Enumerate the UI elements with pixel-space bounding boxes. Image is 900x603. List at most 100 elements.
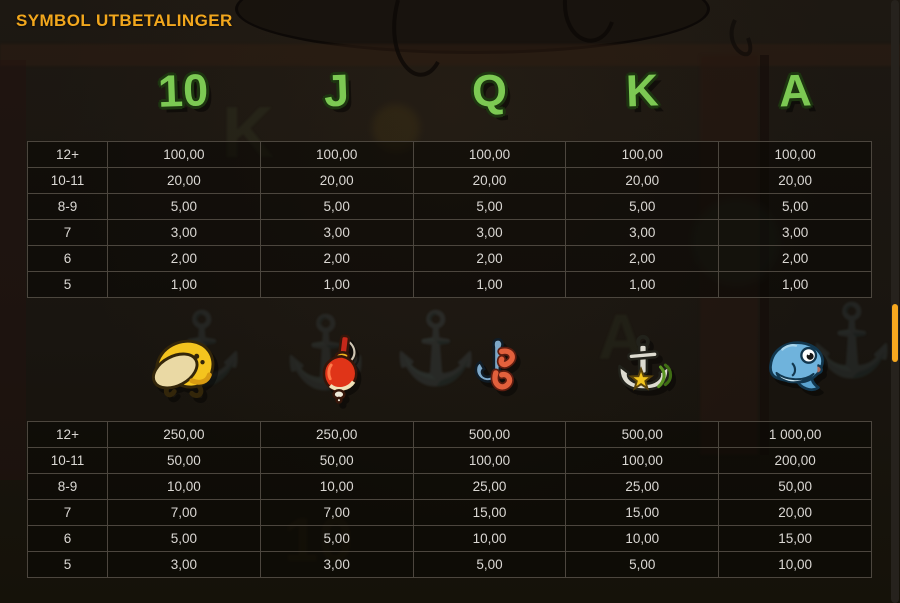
- row-label: 7: [27, 219, 108, 246]
- hook-with-worm-icon: [474, 338, 517, 392]
- payout-cell: 1,00: [107, 271, 261, 298]
- payout-cell: 20,00: [718, 499, 872, 526]
- payout-cell: 2,00: [718, 245, 872, 272]
- premium-symbols-row: [107, 324, 872, 414]
- payout-cell: 10,00: [718, 551, 872, 578]
- payout-cell: 5,00: [565, 193, 720, 220]
- payout-cell: 3,00: [259, 551, 414, 578]
- payout-cell: 20,00: [565, 167, 720, 194]
- payout-cell: 20,00: [718, 167, 872, 194]
- row-label: 10-11: [27, 167, 108, 194]
- symbol-letter-j: J: [323, 64, 350, 116]
- card-paytable: 12+ 100,00 100,00 100,00 100,00 100,00 1…: [27, 141, 872, 298]
- payout-cell: 7,00: [259, 499, 414, 526]
- payout-cell: 50,00: [107, 447, 261, 474]
- payout-cell: 25,00: [412, 473, 567, 500]
- payout-cell: 3,00: [107, 219, 261, 246]
- payout-cell: 250,00: [259, 421, 414, 448]
- payout-cell: 5,00: [412, 193, 567, 220]
- payout-cell: 500,00: [565, 421, 720, 448]
- row-label: 8-9: [27, 473, 108, 500]
- payout-cell: 500,00: [412, 421, 567, 448]
- payout-cell: 10,00: [107, 473, 261, 500]
- payout-cell: 20,00: [259, 167, 414, 194]
- payout-cell: 200,00: [718, 447, 872, 474]
- payout-cell: 100,00: [412, 447, 567, 474]
- payout-cell: 20,00: [107, 167, 261, 194]
- table-row: 5 1,00 1,00 1,00 1,00 1,00: [27, 271, 872, 298]
- table-row: 6 5,00 5,00 10,00 10,00 15,00: [27, 525, 872, 552]
- payout-cell: 7,00: [107, 499, 261, 526]
- payout-cell: 1,00: [565, 271, 720, 298]
- payout-cell: 3,00: [259, 219, 414, 246]
- row-label: 12+: [27, 421, 108, 448]
- payout-cell: 20,00: [412, 167, 567, 194]
- payout-cell: 100,00: [259, 141, 414, 168]
- bg-bucket-art: [235, 0, 710, 54]
- fish-icon: [768, 341, 824, 391]
- payout-cell: 5,00: [259, 193, 414, 220]
- anchor-icon: [617, 334, 672, 391]
- payout-cell: 100,00: [107, 141, 261, 168]
- payout-cell: 100,00: [718, 141, 872, 168]
- payout-cell: 5,00: [107, 525, 261, 552]
- symbol-letter-10: 10: [157, 63, 210, 117]
- payout-cell: 100,00: [565, 447, 720, 474]
- payout-cell: 1,00: [412, 271, 567, 298]
- table-row: 12+ 250,00 250,00 500,00 500,00 1 000,00: [27, 421, 872, 448]
- table-row: 6 2,00 2,00 2,00 2,00 2,00: [27, 245, 872, 272]
- payout-cell: 3,00: [107, 551, 261, 578]
- payout-cell: 5,00: [107, 193, 261, 220]
- table-row: 10-11 50,00 50,00 100,00 100,00 200,00: [27, 447, 872, 474]
- premium-paytable: 12+ 250,00 250,00 500,00 500,00 1 000,00…: [27, 421, 872, 578]
- row-label: 6: [27, 245, 108, 272]
- bg-frame-art: [0, 60, 26, 480]
- row-label: 10-11: [27, 447, 108, 474]
- payout-cell: 25,00: [565, 473, 720, 500]
- payout-cell: 15,00: [565, 499, 720, 526]
- payout-cell: 5,00: [259, 525, 414, 552]
- payout-cell: 2,00: [107, 245, 261, 272]
- payout-cell: 10,00: [412, 525, 567, 552]
- table-row: 8-9 10,00 10,00 25,00 25,00 50,00: [27, 473, 872, 500]
- payout-cell: 2,00: [259, 245, 414, 272]
- table-row: 10-11 20,00 20,00 20,00 20,00 20,00: [27, 167, 872, 194]
- card-symbols-row: 10 J Q K A: [107, 60, 872, 120]
- page-title: SYMBOL UTBETALINGER: [16, 11, 233, 30]
- fisherman-hat-icon: [151, 339, 214, 398]
- payout-cell: 15,00: [412, 499, 567, 526]
- scrollbar-track[interactable]: [891, 0, 899, 603]
- payout-cell: 15,00: [718, 525, 872, 552]
- table-row: 5 3,00 3,00 5,00 5,00 10,00: [27, 551, 872, 578]
- payout-cell: 50,00: [718, 473, 872, 500]
- payout-cell: 3,00: [412, 219, 567, 246]
- payout-cell: 100,00: [565, 141, 720, 168]
- payout-cell: 50,00: [259, 447, 414, 474]
- fishing-bobber-icon: [322, 334, 357, 404]
- payout-cell: 1,00: [259, 271, 414, 298]
- table-row: 7 3,00 3,00 3,00 3,00 3,00: [27, 219, 872, 246]
- payout-cell: 10,00: [565, 525, 720, 552]
- table-row: 12+ 100,00 100,00 100,00 100,00 100,00: [27, 141, 872, 168]
- symbol-letter-a: A: [778, 63, 813, 117]
- row-label: 5: [27, 271, 108, 298]
- table-row: 8-9 5,00 5,00 5,00 5,00 5,00: [27, 193, 872, 220]
- payout-cell: 3,00: [718, 219, 872, 246]
- payout-cell: 3,00: [565, 219, 720, 246]
- payout-cell: 100,00: [412, 141, 567, 168]
- payout-cell: 2,00: [565, 245, 720, 272]
- payout-cell: 5,00: [718, 193, 872, 220]
- payout-cell: 2,00: [412, 245, 567, 272]
- symbol-letter-q: Q: [471, 63, 508, 117]
- row-label: 12+: [27, 141, 108, 168]
- row-label: 7: [27, 499, 108, 526]
- symbol-letter-k: K: [625, 63, 660, 117]
- row-label: 5: [27, 551, 108, 578]
- scrollbar-thumb[interactable]: [892, 304, 898, 362]
- payout-cell: 10,00: [259, 473, 414, 500]
- row-label: 8-9: [27, 193, 108, 220]
- table-row: 7 7,00 7,00 15,00 15,00 20,00: [27, 499, 872, 526]
- payout-cell: 5,00: [412, 551, 567, 578]
- payout-cell: 5,00: [565, 551, 720, 578]
